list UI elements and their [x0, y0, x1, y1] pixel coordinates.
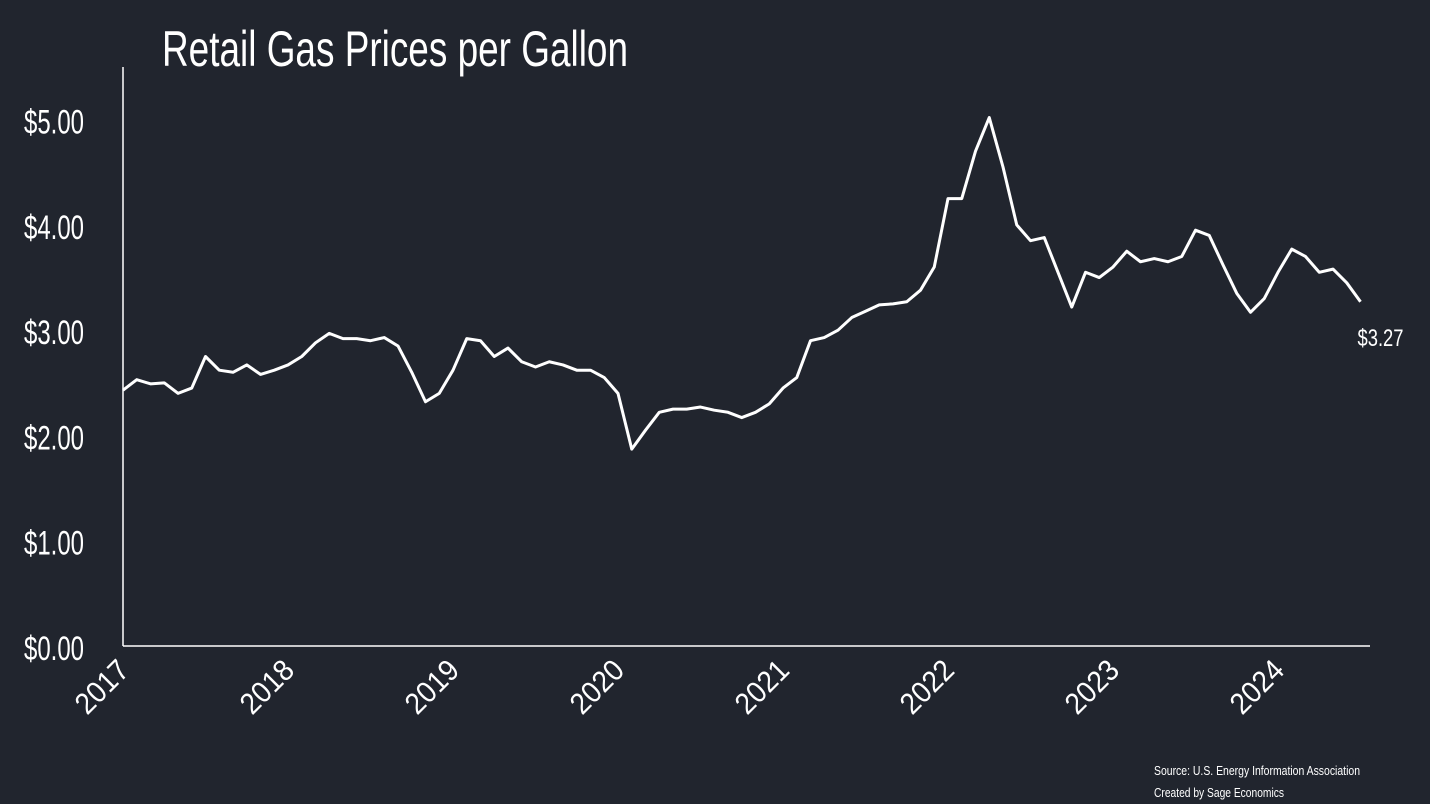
- y-tick-label: $3.00: [24, 314, 84, 352]
- chart-title: Retail Gas Prices per Gallon: [162, 21, 628, 77]
- credit-note: Created by Sage Economics: [1154, 785, 1284, 800]
- source-note: Source: U.S. Energy Information Associat…: [1154, 763, 1360, 778]
- y-tick-label: $5.00: [24, 104, 84, 142]
- y-tick-label: $4.00: [24, 209, 84, 247]
- data-label: $3.27: [1358, 325, 1404, 352]
- y-tick-label: $1.00: [24, 525, 84, 563]
- y-tick-label: $0.00: [24, 630, 84, 668]
- data-line: [122, 116, 1362, 451]
- y-tick-label: $2.00: [24, 419, 84, 457]
